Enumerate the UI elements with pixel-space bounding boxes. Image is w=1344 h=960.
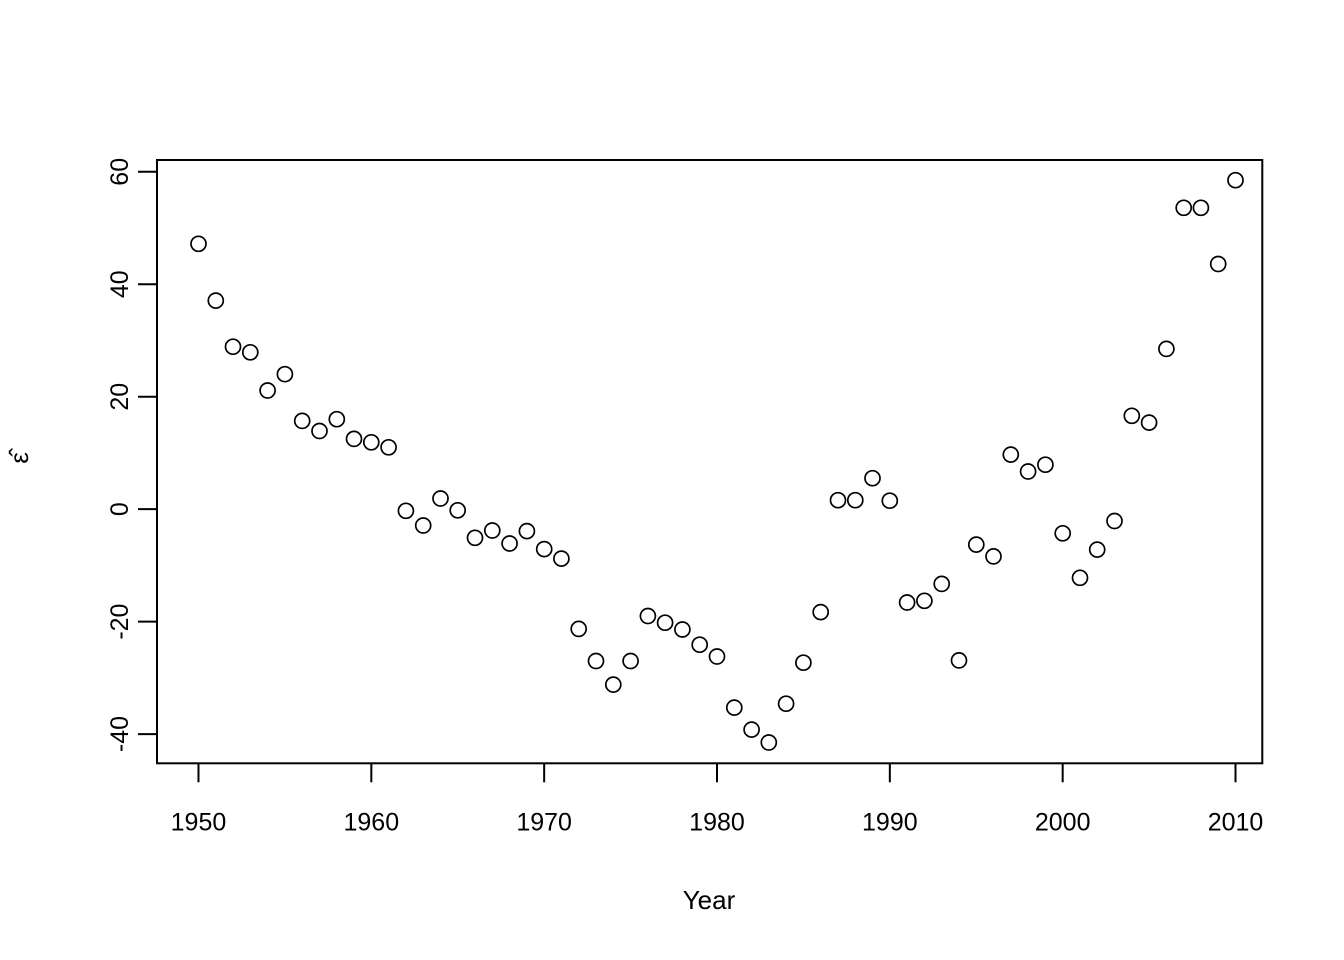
- data-point: [1106, 512, 1123, 530]
- data-point: [1019, 463, 1037, 480]
- data-point: [812, 603, 830, 621]
- y-tick-label: -40: [106, 716, 134, 752]
- data-point: [570, 620, 588, 638]
- data-point: [1209, 255, 1227, 273]
- data-point: [501, 535, 518, 552]
- data-point: [1123, 407, 1141, 425]
- data-point: [380, 438, 397, 456]
- data-point: [985, 548, 1002, 565]
- data-point: [553, 550, 570, 567]
- data-point: [414, 517, 432, 534]
- data-point: [535, 540, 553, 558]
- data-point: [1054, 524, 1072, 542]
- data-point: [881, 492, 899, 510]
- data-point: [950, 652, 968, 669]
- y-axis-title: ε̂: [4, 447, 34, 464]
- data-point: [449, 501, 467, 519]
- data-point: [725, 699, 743, 716]
- data-point: [777, 695, 795, 713]
- x-tick-label: 1950: [171, 808, 227, 836]
- data-point: [933, 575, 951, 593]
- data-point: [207, 292, 225, 309]
- data-point: [916, 592, 933, 610]
- data-point: [466, 529, 484, 547]
- data-point: [311, 422, 328, 440]
- data-point: [1227, 171, 1244, 189]
- data-point: [1071, 569, 1089, 587]
- data-point: [656, 614, 674, 632]
- x-tick-label: 1990: [862, 808, 918, 836]
- data-point: [846, 491, 864, 509]
- data-point: [691, 636, 709, 654]
- data-point: [1037, 456, 1054, 474]
- data-point: [1002, 446, 1020, 463]
- data-point: [639, 607, 657, 625]
- data-point: [760, 734, 778, 751]
- y-tick-label: 40: [106, 270, 134, 298]
- data-point: [190, 235, 207, 253]
- data-point: [241, 343, 259, 361]
- y-tick-label: -20: [106, 604, 134, 640]
- x-tick-label: 1960: [344, 808, 400, 836]
- data-point: [483, 522, 501, 539]
- data-point: [518, 522, 536, 540]
- data-point: [224, 338, 242, 356]
- plot-frame: [156, 159, 1264, 765]
- data-point: [708, 648, 726, 665]
- data-point: [345, 430, 363, 448]
- data-point: [864, 469, 881, 487]
- data-point: [276, 365, 294, 383]
- data-point: [967, 536, 985, 553]
- data-point: [743, 721, 760, 738]
- x-tick-label: 1980: [689, 808, 745, 836]
- data-point: [1158, 340, 1175, 358]
- x-tick-label: 2010: [1208, 808, 1264, 836]
- data-point: [795, 654, 812, 672]
- data-point: [1088, 541, 1106, 558]
- data-point: [674, 621, 691, 638]
- data-point: [829, 491, 847, 509]
- data-point: [397, 502, 415, 520]
- data-point: [1140, 414, 1158, 431]
- y-tick-label: 20: [106, 383, 134, 411]
- x-tick-label: 1970: [516, 808, 572, 836]
- data-point: [432, 490, 449, 507]
- data-point: [1175, 199, 1193, 217]
- data-point: [328, 410, 346, 428]
- data-point: [604, 676, 622, 693]
- data-point: [259, 382, 276, 399]
- data-point: [293, 412, 311, 430]
- x-axis-title: Year: [683, 885, 736, 915]
- y-tick-label: 60: [106, 158, 134, 186]
- y-tick-label: 0: [106, 502, 134, 516]
- x-tick-label: 2000: [1035, 808, 1091, 836]
- data-point: [587, 652, 605, 670]
- data-point: [622, 652, 639, 670]
- data-point: [1192, 199, 1210, 217]
- data-point: [898, 594, 916, 611]
- data-point: [362, 433, 380, 451]
